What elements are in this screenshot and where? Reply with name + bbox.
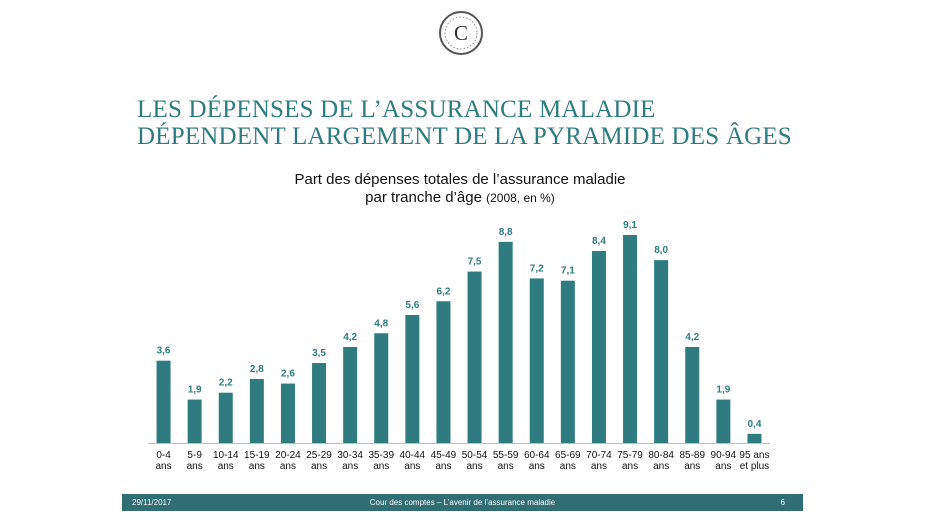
x-tick-label: 95 ans — [739, 450, 769, 461]
data-label: 7,2 — [530, 263, 544, 274]
x-tick-label: ans — [591, 461, 607, 472]
bar — [405, 314, 420, 443]
x-tick-label: 15-19 — [244, 450, 270, 461]
x-tick-label: 80-84 — [648, 450, 674, 461]
bar — [374, 333, 389, 443]
data-label: 4,8 — [374, 318, 388, 329]
data-label: 7,1 — [561, 266, 575, 277]
data-label: 6,2 — [436, 286, 450, 297]
data-label: 2,6 — [281, 369, 295, 380]
bar — [654, 260, 669, 443]
x-tick-label: 35-39 — [368, 450, 394, 461]
chart-title-note: (2008, en %) — [486, 191, 555, 205]
x-tick-label: 70-74 — [586, 450, 612, 461]
slide-title: LES DÉPENSES DE L’ASSURANCE MALADIE DÉPE… — [137, 96, 877, 150]
x-tick-label: 65-69 — [555, 450, 581, 461]
bar — [187, 399, 202, 443]
x-tick-label: ans — [684, 461, 700, 472]
data-label: 8,4 — [592, 236, 606, 247]
bar — [716, 399, 731, 443]
data-label: 4,2 — [343, 332, 357, 343]
x-tick-label: 60-64 — [524, 450, 550, 461]
data-label: 8,8 — [499, 227, 513, 238]
x-tick-label: ans — [311, 461, 327, 472]
footer-page-number: 6 — [780, 498, 785, 507]
bar — [436, 301, 451, 443]
x-tick-label: 30-34 — [337, 450, 363, 461]
data-label: 8,0 — [654, 245, 668, 256]
bar — [560, 280, 575, 443]
footer-date: 29/11/2017 — [132, 498, 172, 507]
bar — [156, 360, 171, 443]
data-label: 4,2 — [685, 332, 699, 343]
x-tick-label: ans — [498, 461, 514, 472]
footer-center-text: Cour des comptes – L’avenir de l’assuran… — [369, 498, 556, 507]
data-label: 1,9 — [188, 385, 202, 396]
chart-title-line-1: Part des dépenses totales de l’assurance… — [294, 171, 626, 188]
x-tick-label: 50-54 — [462, 450, 488, 461]
bar — [591, 250, 606, 443]
x-tick-label: ans — [435, 461, 451, 472]
x-tick-label: ans — [280, 461, 296, 472]
x-tick-label: 0-4 — [156, 450, 171, 461]
bar — [343, 346, 358, 443]
x-tick-label: ans — [187, 461, 203, 472]
x-tick-label: 45-49 — [431, 450, 457, 461]
x-tick-label: 40-44 — [400, 450, 426, 461]
chart-title-line-2: par tranche d’âge (2008, en %) — [200, 189, 720, 207]
data-label: 2,2 — [219, 378, 233, 389]
data-label: 3,5 — [312, 348, 326, 359]
x-tick-label: ans — [653, 461, 669, 472]
bar — [249, 378, 264, 443]
data-label: 1,9 — [716, 385, 730, 396]
x-tick-label: ans — [622, 461, 638, 472]
bar — [467, 271, 482, 443]
cour-des-comptes-logo: C — [438, 10, 484, 56]
bar — [280, 383, 295, 443]
data-label: 5,6 — [405, 300, 419, 311]
x-tick-label: 25-29 — [306, 450, 332, 461]
x-tick-label: 5-9 — [187, 450, 202, 461]
x-tick-label: 20-24 — [275, 450, 301, 461]
logo-letter: C — [454, 21, 468, 45]
slide-title-line-2: DÉPENDENT LARGEMENT DE LA PYRAMIDE DES Â… — [137, 123, 792, 150]
x-tick-label: ans — [466, 461, 482, 472]
x-tick-label: ans — [249, 461, 265, 472]
bar — [312, 362, 327, 443]
bar-chart: 3,60-4ans1,95-9ans2,210-14ans2,815-19ans… — [148, 220, 770, 472]
x-tick-label: ans — [529, 461, 545, 472]
x-tick-label: ans — [715, 461, 731, 472]
x-tick-label: 85-89 — [679, 450, 705, 461]
footer-bar: 29/11/2017 Cour des comptes – L’avenir d… — [122, 494, 803, 511]
data-label: 7,5 — [468, 257, 482, 268]
data-label: 0,4 — [747, 419, 761, 430]
bar — [685, 346, 700, 443]
x-tick-label: 90-94 — [711, 450, 737, 461]
bar — [623, 234, 638, 443]
chart-title: Part des dépenses totales de l’assurance… — [200, 171, 720, 207]
chart-title-main: par tranche d’âge — [365, 189, 482, 206]
bar — [498, 241, 513, 443]
x-tick-label: ans — [373, 461, 389, 472]
x-tick-label: et plus — [740, 461, 769, 472]
bar — [529, 278, 544, 443]
x-tick-label: ans — [404, 461, 420, 472]
x-tick-label: ans — [342, 461, 358, 472]
slide-title-line-1: LES DÉPENSES DE L’ASSURANCE MALADIE — [137, 96, 656, 123]
x-tick-label: ans — [218, 461, 234, 472]
data-label: 2,8 — [250, 364, 264, 375]
x-tick-label: ans — [155, 461, 171, 472]
bar — [218, 392, 233, 443]
data-label: 9,1 — [623, 220, 637, 231]
x-tick-label: 55-59 — [493, 450, 519, 461]
data-label: 3,6 — [157, 346, 171, 357]
x-tick-label: 75-79 — [617, 450, 643, 461]
bar — [747, 433, 762, 443]
x-tick-label: ans — [560, 461, 576, 472]
x-tick-label: 10-14 — [213, 450, 239, 461]
